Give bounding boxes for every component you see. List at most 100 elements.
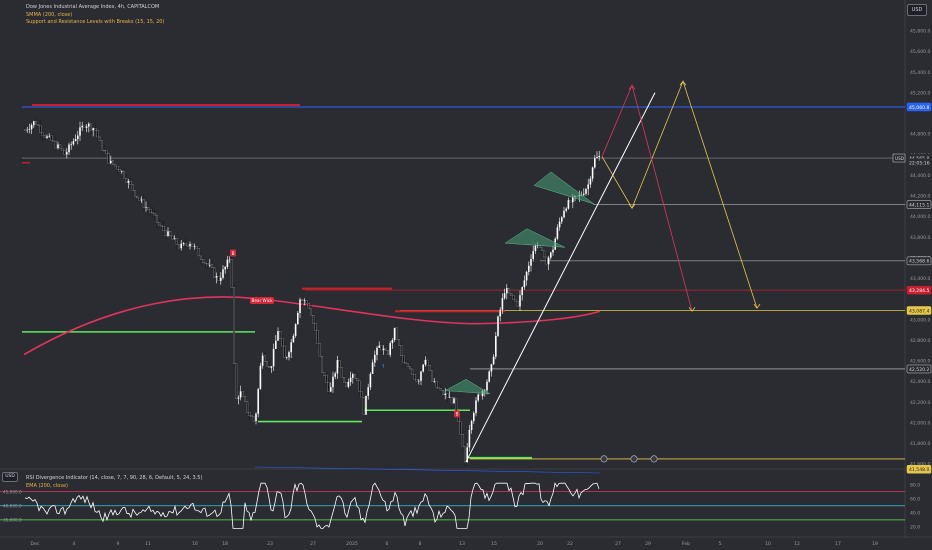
ema-line (254, 466, 601, 474)
candle-body (294, 324, 297, 336)
candle-body (598, 156, 600, 158)
currency-button[interactable]: USD (907, 4, 927, 16)
candle-body (57, 144, 59, 149)
candle-body (525, 271, 528, 281)
time-tick-label: 22 (567, 541, 573, 547)
candle-body (301, 299, 304, 301)
candle-body (550, 252, 552, 258)
candle-body (112, 160, 114, 165)
candle-body (369, 373, 372, 388)
candle-body (167, 231, 169, 236)
rsi-indicator-legend[interactable]: RSI Divergence Indicator (14, close, 7, … (26, 475, 203, 481)
time-tick-label: 11 (145, 541, 151, 547)
time-tick-label: 17 (835, 541, 841, 547)
rsi-currency-button[interactable]: USD (2, 472, 18, 482)
candle-body (175, 238, 178, 245)
price-tick-label: 41,600.0 (910, 462, 931, 468)
candle-body (153, 213, 156, 216)
price-label: 43,568.6 (909, 259, 930, 265)
candle-body (459, 421, 462, 435)
candle-body (259, 365, 262, 390)
candle-body (497, 316, 499, 336)
candle-body (565, 208, 567, 211)
time-tick-label: 2025 (346, 541, 358, 547)
candle-body (235, 363, 238, 399)
candle-body (305, 300, 308, 304)
candle-body (395, 327, 398, 340)
candle-body (552, 249, 554, 253)
candle-body (561, 217, 563, 222)
candle-body (514, 299, 517, 302)
candle-body (169, 231, 172, 237)
candle-body (510, 293, 513, 296)
candle-body (261, 355, 264, 366)
candle-body (83, 125, 86, 128)
rsi-tick-label: 40.0 (910, 511, 920, 517)
candle-body (77, 135, 79, 140)
price-tick-label: 45,800.0 (910, 29, 931, 35)
candle-body (488, 371, 490, 382)
candle-body (121, 171, 123, 172)
price-label: 42,520.2 (909, 367, 930, 373)
price-label: 43,087.4 (909, 308, 930, 314)
candle-body (268, 366, 271, 368)
candle-body (508, 288, 510, 294)
price-label-box (906, 256, 932, 266)
candle-body (46, 136, 48, 138)
candle-body (439, 388, 442, 391)
candle-body (41, 132, 44, 136)
price-label: 45,060.8 (909, 105, 930, 111)
candle-body (567, 200, 570, 209)
candle-body (54, 140, 57, 149)
candle-body (266, 361, 268, 367)
time-tick-label: 19 (872, 541, 878, 547)
candle-body (186, 244, 189, 247)
candle-body (583, 193, 585, 195)
candle-body (204, 262, 207, 264)
candle-body (217, 276, 220, 281)
candle-body (292, 335, 295, 343)
candle-body (24, 129, 26, 131)
candle-body (160, 224, 163, 227)
price-tick-label: 44,800.0 (910, 132, 931, 138)
candle-body (545, 256, 548, 265)
sr-legend[interactable]: Support and Resistance Levels with Break… (26, 19, 165, 25)
candle-body (435, 381, 438, 388)
candle-body (134, 190, 136, 197)
candle-body (310, 308, 312, 316)
candle-body (211, 264, 213, 268)
triangle-pattern (504, 228, 566, 248)
candle-body (182, 243, 185, 244)
candle-body (556, 227, 559, 239)
price-tick-label: 42,400.0 (910, 379, 931, 385)
smma-legend[interactable]: SMMA (200, close) (26, 11, 73, 18)
candle-body (96, 130, 99, 138)
candle-body (532, 251, 534, 260)
candle-body (468, 429, 471, 448)
triangle-pattern (533, 171, 595, 205)
price-label-box (906, 158, 932, 167)
rsi-pane[interactable] (0, 470, 905, 535)
arrow-head (753, 303, 761, 309)
candle-body (191, 243, 194, 247)
candle-body (241, 391, 244, 397)
candle-body (358, 380, 361, 392)
time-tick-label: 15 (491, 541, 497, 547)
candle-body (224, 266, 226, 270)
candle-body (233, 287, 235, 364)
candle-body (380, 345, 383, 351)
symbol-title[interactable]: Dow Jones Industrial Average Index, 4h, … (26, 4, 160, 10)
candle-body (587, 184, 589, 190)
candle-body (222, 269, 224, 278)
candle-body (321, 356, 323, 373)
candle-body (325, 375, 328, 383)
candle-body (490, 364, 493, 372)
candle-body (145, 207, 147, 208)
candle-body (184, 243, 187, 246)
current-price-tag: USD (895, 156, 904, 161)
candle-body (591, 167, 594, 179)
candle-body (444, 393, 446, 395)
ema-legend[interactable]: EMA (200, close) (26, 482, 68, 489)
time-tick-label: 18 (222, 541, 228, 547)
